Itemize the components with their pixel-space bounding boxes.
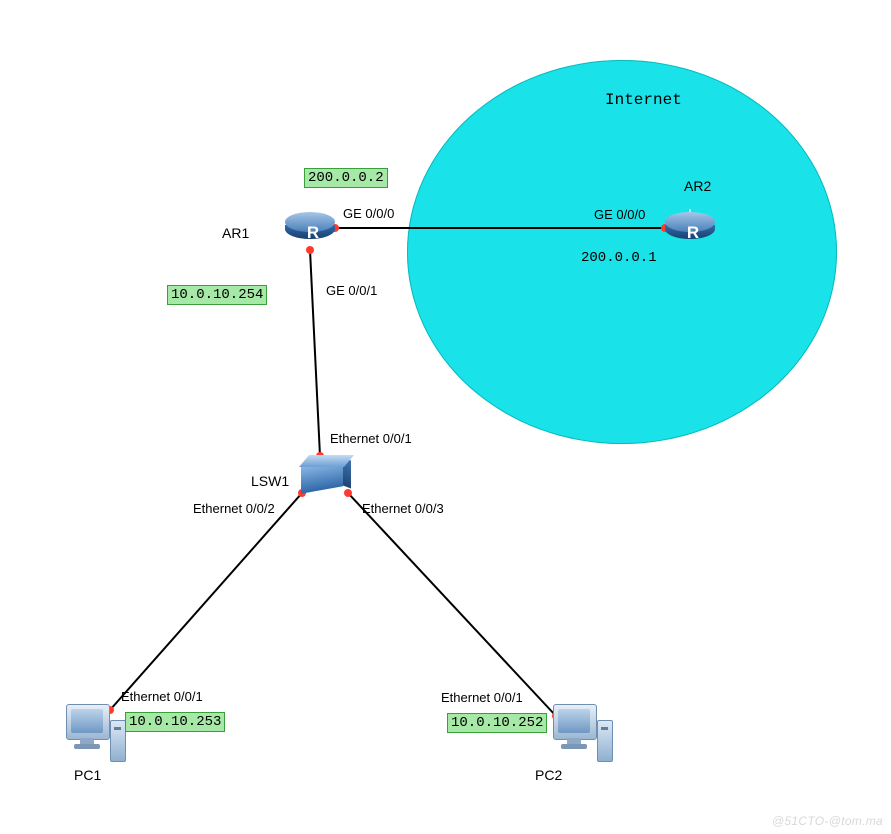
router-icon: R [299, 223, 327, 243]
ip-pc2: 10.0.10.252 [447, 713, 547, 733]
label-lsw1: LSW1 [251, 473, 289, 489]
port-pc2-e1: Ethernet 0/0/1 [441, 690, 523, 705]
watermark: @51CTO-@tom.ma [772, 814, 883, 828]
pc-tower [110, 720, 126, 762]
port-ar1-ge0: GE 0/0/0 [343, 206, 394, 221]
label-pc1: PC1 [74, 767, 101, 783]
router-icon: R [679, 223, 707, 243]
ip-ar2: 200.0.0.1 [581, 250, 657, 266]
internet-label: Internet [605, 91, 682, 109]
pc-monitor [553, 704, 597, 740]
port-ar2-ge0: GE 0/0/0 [594, 207, 645, 222]
pc2 [553, 704, 607, 762]
ip-ar1-ge1: 10.0.10.254 [167, 285, 267, 305]
router-ar2: R [665, 200, 715, 250]
pc1 [66, 704, 120, 762]
switch-lsw1 [301, 456, 347, 498]
port-ar1-ge1: GE 0/0/1 [326, 283, 377, 298]
port-pc1-e1: Ethernet 0/0/1 [121, 689, 203, 704]
pc-base [561, 744, 587, 749]
router-ar1: R [285, 200, 335, 250]
label-pc2: PC2 [535, 767, 562, 783]
label-ar1: AR1 [222, 225, 249, 241]
pc-base [74, 744, 100, 749]
port-lsw1-e2: Ethernet 0/0/2 [193, 501, 275, 516]
ip-ar1-ge0: 200.0.0.2 [304, 168, 388, 188]
port-lsw1-e1: Ethernet 0/0/1 [330, 431, 412, 446]
port-lsw1-e3: Ethernet 0/0/3 [362, 501, 444, 516]
topology-canvas: { "canvas": { "width": 891, "height": 83… [0, 0, 891, 834]
pc-tower [597, 720, 613, 762]
pc-monitor [66, 704, 110, 740]
label-ar2: AR2 [684, 178, 711, 194]
ip-pc1: 10.0.10.253 [125, 712, 225, 732]
